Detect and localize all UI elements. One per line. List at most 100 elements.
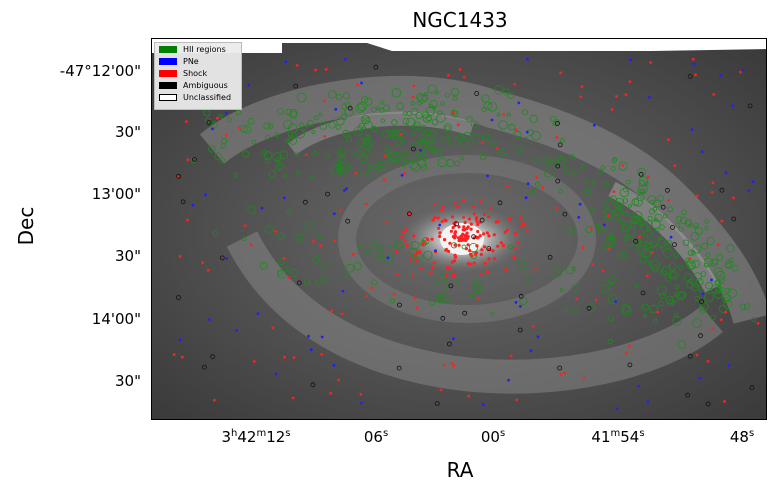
hii-region-marker (636, 193, 645, 202)
ambiguous-marker (517, 327, 523, 333)
shock-marker (333, 239, 337, 243)
shock-marker (305, 153, 308, 156)
hii-region-marker (335, 93, 342, 101)
ambiguous-marker (672, 242, 677, 248)
hii-region-marker (723, 299, 733, 309)
shock-marker (351, 252, 355, 256)
shock-marker (513, 246, 517, 251)
hii-region-marker (205, 117, 211, 123)
hii-region-marker (647, 195, 657, 204)
hii-region-marker (440, 101, 446, 106)
shock-marker (433, 202, 436, 206)
hii-region-marker (669, 270, 679, 280)
hii-region-marker (607, 294, 618, 304)
pne-marker (345, 187, 348, 191)
shock-marker (443, 363, 446, 367)
shock-marker (295, 64, 299, 67)
shock-marker (468, 249, 472, 253)
pne-marker (482, 403, 485, 407)
shock-marker (421, 243, 425, 247)
hii-region-marker (360, 117, 365, 122)
hii-region-marker (534, 181, 541, 188)
pne-marker (526, 182, 530, 186)
ambiguous-marker (640, 290, 646, 296)
shock-marker (580, 85, 584, 88)
hii-region-marker (317, 232, 325, 240)
hii-region-marker (402, 162, 407, 168)
hii-region-marker (647, 261, 652, 266)
hii-region-marker (695, 227, 703, 236)
hii-region-marker (413, 141, 421, 148)
hii-region-marker (496, 112, 501, 117)
hii-region-marker (429, 299, 436, 306)
hii-region-marker (589, 207, 597, 215)
hii-region-marker (437, 110, 443, 116)
shock-marker (415, 259, 419, 263)
shock-marker (403, 171, 407, 175)
hii-region-marker (674, 291, 680, 297)
hii-region-marker (612, 214, 620, 222)
x-tick-label: 48s (729, 428, 755, 446)
hii-region-marker (426, 142, 434, 150)
hii-region-marker (308, 175, 313, 180)
ambiguous-marker (749, 385, 755, 391)
hii-region-marker (330, 166, 341, 176)
hii-region-marker (283, 119, 293, 130)
shock-marker (650, 251, 654, 255)
shock-marker (601, 269, 605, 273)
ambiguous-marker (633, 238, 639, 244)
shock-marker (439, 388, 443, 392)
hii-region-marker (650, 231, 655, 236)
hii-region-marker (371, 125, 378, 133)
shock-marker (466, 243, 470, 247)
shock-marker (433, 216, 437, 220)
pne-marker (629, 58, 632, 62)
shock-marker (476, 222, 480, 226)
hii-region-marker (279, 150, 289, 160)
hii-region-marker (559, 137, 565, 143)
shock-marker (492, 257, 497, 261)
pne-marker (225, 257, 228, 260)
hii-region-marker (296, 92, 307, 103)
shock-marker (412, 84, 416, 88)
hii-region-marker (443, 123, 452, 132)
hii-region-marker (469, 293, 474, 298)
hii-region-marker (353, 262, 362, 271)
hii-region-marker (681, 209, 687, 216)
shock-marker (403, 239, 407, 243)
hii-region-marker (364, 120, 373, 130)
pne-marker (208, 318, 211, 321)
pne-marker (710, 278, 713, 282)
hii-region-marker (452, 96, 458, 101)
hii-region-marker (633, 197, 643, 207)
pne-marker (526, 57, 529, 61)
legend-label: HII regions (183, 44, 226, 54)
shock-marker (383, 154, 387, 158)
hii-region-marker (716, 253, 724, 261)
hii-region-marker (346, 164, 351, 169)
hii-region-marker (584, 179, 589, 184)
hii-region-marker (226, 117, 233, 123)
hii-region-marker (251, 139, 257, 145)
hii-region-marker (364, 97, 373, 106)
shock-marker (516, 241, 520, 245)
pne-marker (343, 57, 347, 61)
shock-marker (178, 254, 182, 258)
hii-region-marker (401, 138, 406, 144)
hii-region-marker (522, 136, 529, 143)
hii-region-marker (451, 109, 457, 116)
hii-region-marker (421, 94, 429, 102)
hii-region-marker (695, 295, 701, 302)
hii-region-marker (608, 275, 617, 284)
hii-region-marker (704, 262, 709, 268)
shock-marker (324, 68, 328, 71)
legend-item-hii: HII regions (159, 43, 241, 55)
pne-marker (332, 363, 336, 367)
hii-region-marker (621, 224, 630, 233)
hii-region-marker (619, 218, 625, 224)
shock-marker (535, 175, 539, 179)
pne-marker (360, 401, 363, 405)
hii-region-marker (550, 115, 557, 122)
shock-marker (451, 235, 455, 239)
hii-region-marker (674, 284, 680, 290)
